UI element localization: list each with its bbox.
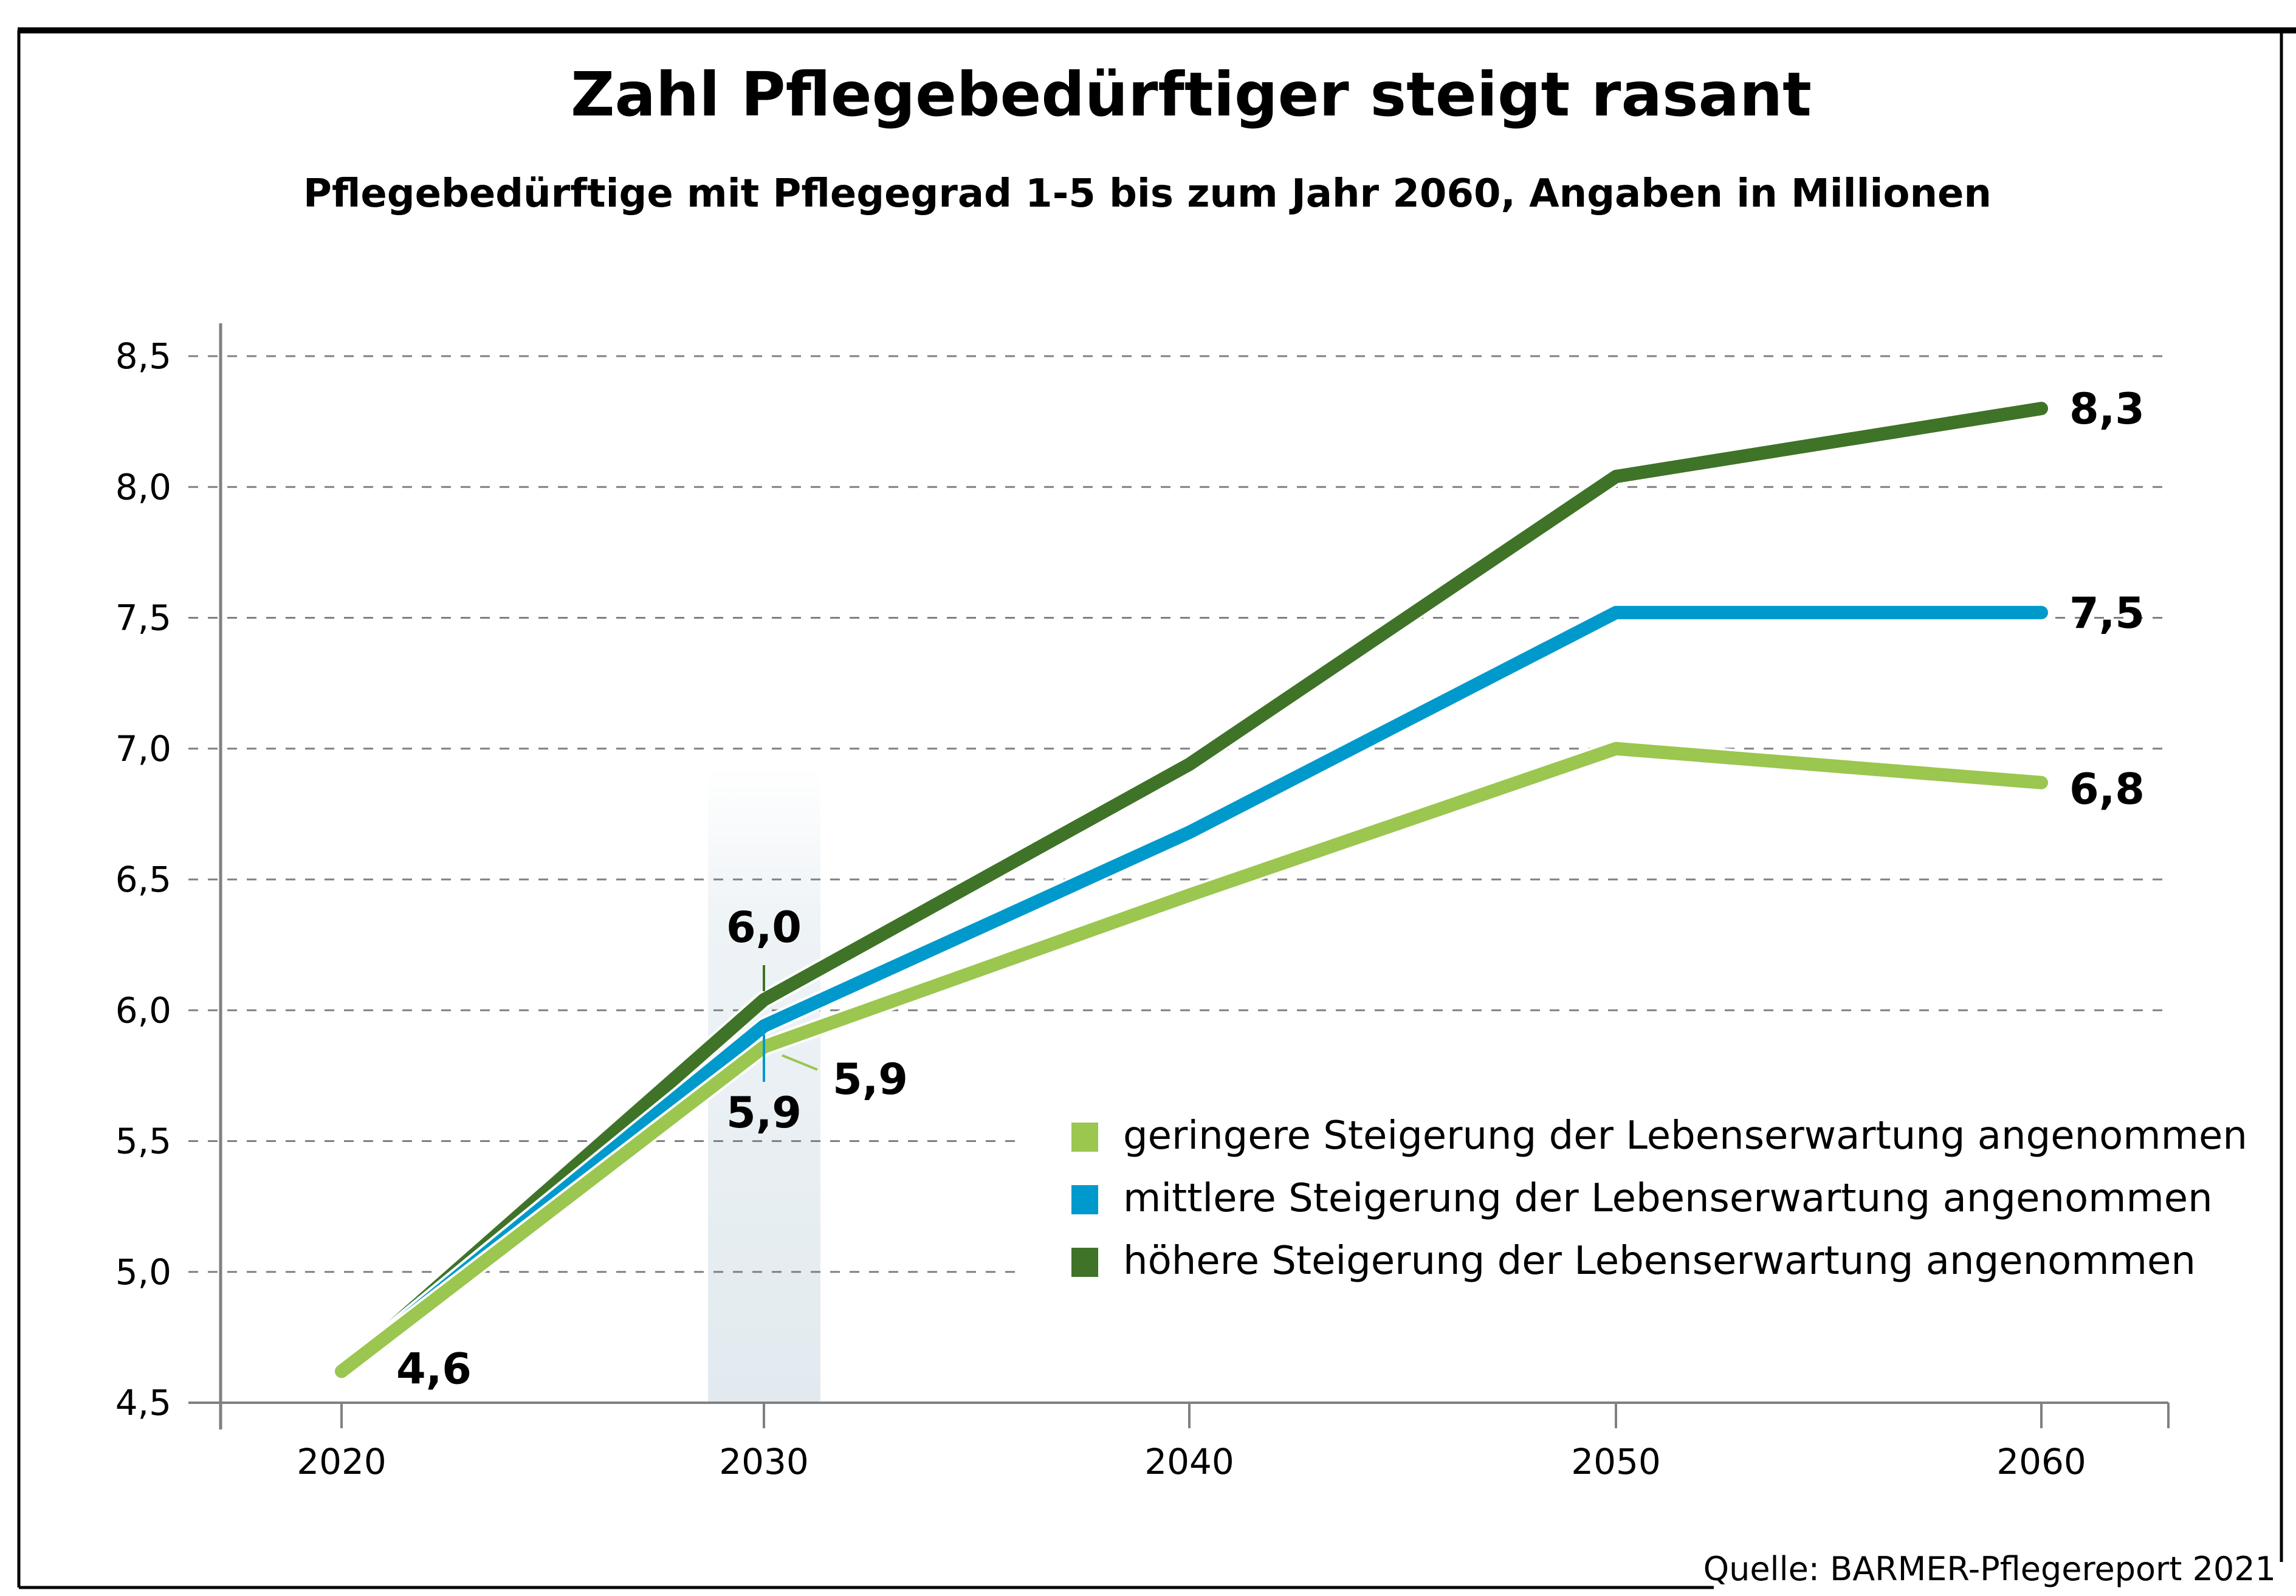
leader-line-low-2030 [782,1054,818,1071]
data-label-high-2060: 8,3 [2069,384,2145,434]
source-note: Quelle: BARMER-Pflegereport 2021 [1703,1550,2276,1588]
data-label-high-2030: 6,0 [726,903,802,952]
legend-swatch-high [1071,1248,1098,1277]
y-tick-label: 7,5 [115,597,171,639]
x-tick-label: 2060 [1996,1441,2086,1482]
x-tick-label: 2040 [1144,1441,1234,1482]
legend-label-mid: mittlere Steigerung der Lebenserwartung … [1123,1176,2213,1221]
y-tick-label: 8,5 [115,335,171,377]
legend-label-high: höhere Steigerung der Lebenserwartung an… [1123,1239,2196,1284]
x-tick-label: 2050 [1571,1441,1661,1482]
x-tick-label: 2020 [297,1441,387,1482]
legend-label-low: geringere Steigerung der Lebenserwartung… [1123,1113,2247,1158]
data-label-mid-2060: 7,5 [2069,588,2145,638]
chart-subtitle: Pflegebedürftige mit Pflegegrad 1-5 bis … [303,171,1992,216]
y-tick-label: 5,0 [115,1251,171,1293]
x-tick-label: 2030 [719,1441,809,1482]
legend-swatch-mid [1071,1185,1098,1214]
data-label-low-2030: 5,9 [833,1054,908,1104]
y-tick-label: 8,0 [115,466,171,507]
data-label-low-2060: 6,8 [2069,765,2145,814]
data-label-mid-2030: 5,9 [726,1088,802,1138]
y-tick-label: 4,5 [115,1382,171,1423]
legend-background [1021,1082,2176,1325]
series-line-high [335,402,2048,1378]
y-tick-label: 5,5 [115,1121,171,1162]
chart-title: Zahl Pflegebedürftiger steigt rasant [571,59,1812,130]
y-tick-label: 6,5 [115,859,171,900]
series-line-low [335,741,2048,1378]
y-tick-label: 6,0 [115,989,171,1031]
y-tick-label: 7,0 [115,728,171,769]
data-label-2020: 4,6 [396,1344,472,1394]
series-line-mid [335,605,2048,1378]
frame [17,27,2296,1589]
legend-swatch-low [1071,1123,1098,1152]
